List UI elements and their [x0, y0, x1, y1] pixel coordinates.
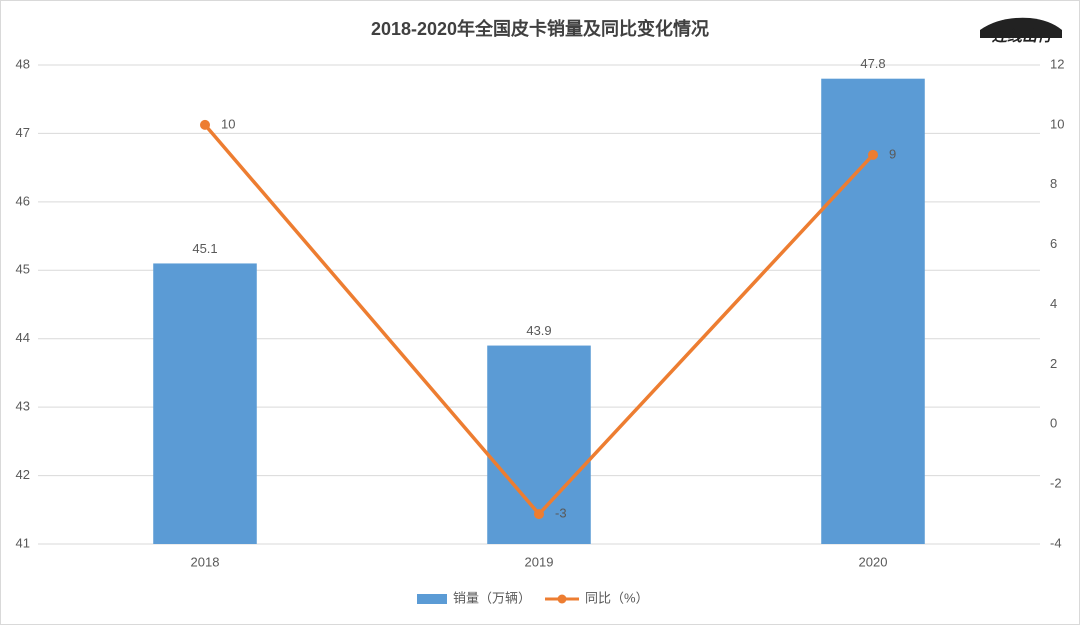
line-marker	[200, 119, 210, 130]
y2-tick-label: 10	[1050, 116, 1064, 131]
y-tick-label: 42	[16, 467, 30, 482]
y-tick-label: 47	[16, 125, 30, 140]
data-label: -3	[555, 506, 567, 521]
x-tick-label: 2019	[525, 554, 554, 569]
y-tick-label: 46	[16, 193, 30, 208]
y2-tick-label: -2	[1050, 476, 1062, 491]
line-marker	[868, 149, 878, 160]
y2-tick-label: 12	[1050, 56, 1064, 71]
watermark: 连线出行	[992, 28, 1055, 45]
y-tick-label: 48	[16, 56, 30, 71]
legend-label: 销量（万辆）	[453, 590, 531, 605]
x-tick-label: 2018	[191, 554, 220, 569]
legend-swatch	[417, 594, 447, 604]
watermark-car	[980, 17, 1062, 38]
legend-swatch-marker	[557, 594, 567, 604]
chart-title: 2018-2020年全国皮卡销量及同比变化情况	[371, 18, 709, 39]
y-tick-label: 43	[16, 399, 30, 414]
data-label: 10	[221, 116, 235, 131]
data-label: 43.9	[526, 323, 551, 338]
bar	[821, 78, 925, 544]
y2-tick-label: 0	[1050, 416, 1057, 431]
data-label: 47.8	[860, 56, 885, 71]
y2-tick-label: 8	[1050, 176, 1057, 191]
y-tick-label: 44	[16, 330, 30, 345]
y-tick-label: 41	[16, 535, 30, 550]
y2-tick-label: 4	[1050, 296, 1057, 311]
bar	[153, 263, 257, 544]
y-tick-label: 45	[16, 262, 30, 277]
y2-tick-label: 2	[1050, 356, 1057, 371]
y2-tick-label: -4	[1050, 535, 1062, 550]
legend-label: 同比（%）	[585, 590, 649, 605]
data-label: 9	[889, 146, 896, 161]
data-label: 45.1	[192, 241, 217, 256]
line-marker	[534, 509, 544, 520]
x-tick-label: 2020	[859, 554, 888, 569]
y2-tick-label: 6	[1050, 236, 1057, 251]
